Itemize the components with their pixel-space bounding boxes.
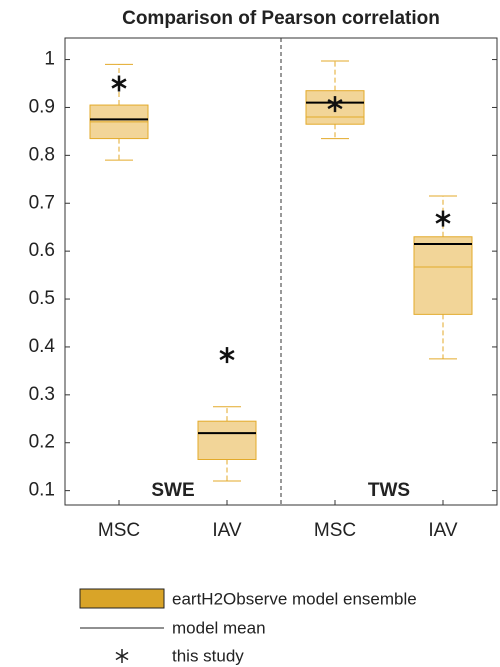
box <box>413 236 473 315</box>
legend-star <box>115 649 129 663</box>
y-tick-label: 0.3 <box>29 384 55 405</box>
study-marker <box>111 75 127 92</box>
group-label: TWS <box>368 480 410 501</box>
x-tick-label: IAV <box>212 520 242 541</box>
y-tick-label: 0.1 <box>29 480 55 501</box>
y-tick-label: 0.8 <box>29 144 55 165</box>
y-tick-label: 0.9 <box>29 96 55 117</box>
box <box>197 420 257 460</box>
y-tick-label: 0.2 <box>29 432 55 453</box>
group-label: SWE <box>151 480 194 501</box>
legend-label: model mean <box>172 618 266 637</box>
chart-title: Comparison of Pearson correlation <box>122 8 440 29</box>
study-marker <box>327 96 343 113</box>
x-tick-label: IAV <box>428 520 458 541</box>
y-tick-label: 1 <box>44 49 55 70</box>
y-tick-label: 0.7 <box>29 192 55 213</box>
y-tick-label: 0.5 <box>29 288 55 309</box>
study-marker <box>219 347 235 364</box>
y-tick-label: 0.4 <box>29 336 56 357</box>
legend-label: this study <box>172 646 244 665</box>
x-tick-label: MSC <box>314 520 356 541</box>
legend-label: eartH2Observe model ensemble <box>172 589 417 608</box>
y-tick-label: 0.6 <box>29 240 55 261</box>
study-marker <box>435 210 451 227</box>
legend-patch <box>79 588 165 609</box>
x-tick-label: MSC <box>98 520 140 541</box>
